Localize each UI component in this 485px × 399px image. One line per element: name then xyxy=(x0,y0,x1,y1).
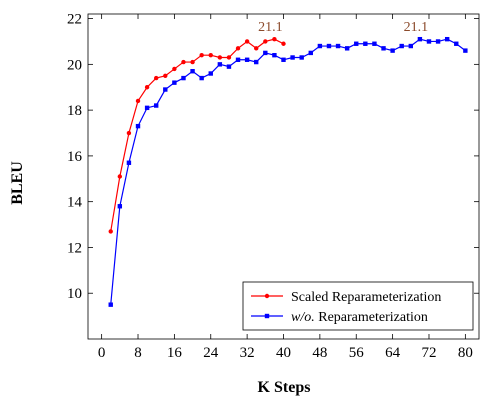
series-2-point xyxy=(135,123,141,129)
y-tick-label: 12 xyxy=(67,240,82,256)
peak-annotation: 21.1 xyxy=(258,20,283,35)
series-2-point xyxy=(444,36,450,42)
x-tick-label: 0 xyxy=(98,345,106,361)
legend-swatch-marker-2 xyxy=(264,313,270,319)
plot-area: 0 8 16 24 32 40 48 56 64 72 80 10 12 14 16 18 20 22 21.1 21… xyxy=(67,12,480,361)
series-1-point xyxy=(181,59,186,65)
y-tick-label: 20 xyxy=(67,57,82,73)
series-2-point xyxy=(381,46,386,51)
series-2-point xyxy=(435,39,441,44)
legend-swatch-marker-1 xyxy=(264,293,270,299)
series-2-point xyxy=(235,57,241,62)
series-2-point xyxy=(199,75,204,81)
x-tick-label: 40 xyxy=(276,345,291,361)
y-tick-label: 16 xyxy=(67,149,83,165)
series-1-point xyxy=(190,59,195,65)
series-2-point xyxy=(399,43,404,49)
series-line-1 xyxy=(110,38,284,232)
series-2-point xyxy=(153,103,159,108)
series-2-point xyxy=(335,43,341,49)
series-2-point xyxy=(244,57,250,62)
series-2-point xyxy=(190,69,195,74)
series-1-point xyxy=(199,52,204,58)
y-axis-title: BLEU xyxy=(9,161,26,205)
series-1-point xyxy=(244,39,250,44)
series-2-point xyxy=(344,46,350,51)
series-2-point xyxy=(372,41,377,46)
x-tick-label: 80 xyxy=(458,345,473,361)
series-1-point xyxy=(163,73,168,78)
series-2-point xyxy=(126,160,132,165)
x-tick-label: 8 xyxy=(134,345,142,361)
series-2-point xyxy=(117,204,123,209)
y-tick-label: 22 xyxy=(67,12,82,28)
series-1-point xyxy=(117,174,123,179)
x-tick-label: 64 xyxy=(385,345,401,361)
series-1-point xyxy=(208,52,213,58)
series-2-point xyxy=(163,87,168,92)
series-2-point xyxy=(281,57,286,62)
series-2-point xyxy=(417,36,423,42)
series-2-point xyxy=(426,39,432,44)
series-2-point xyxy=(354,41,359,46)
x-tick-label: 24 xyxy=(203,345,219,361)
series-2-point xyxy=(308,50,313,56)
y-tick-label: 14 xyxy=(67,195,83,211)
x-tick-label: 32 xyxy=(240,345,255,361)
peak-annotation: 21.1 xyxy=(404,20,429,35)
series-2-point xyxy=(144,105,150,111)
series-2-point xyxy=(172,80,177,85)
series-1-point xyxy=(126,130,132,136)
series-2-point xyxy=(181,75,186,81)
x-tick-label: 56 xyxy=(349,345,365,361)
x-tick-label: 48 xyxy=(312,345,327,361)
legend-label-1: Scaled Reparameterization xyxy=(291,290,441,305)
series-1-point xyxy=(217,55,223,60)
x-tick-label: 16 xyxy=(167,345,183,361)
series-2-point xyxy=(254,59,259,65)
series-2-point xyxy=(208,71,213,76)
series-line-2 xyxy=(110,38,466,305)
series-2-point xyxy=(299,55,304,60)
series-1-point xyxy=(272,36,277,42)
series-1-point xyxy=(172,66,177,72)
series-1-point xyxy=(263,39,268,44)
series-2-point xyxy=(454,41,459,46)
series-1-point xyxy=(144,85,150,90)
series-2-point xyxy=(263,50,268,56)
legend-label-2: w/o. Reparameterization xyxy=(291,310,428,325)
legend-box xyxy=(242,281,474,331)
series-2-point xyxy=(217,62,223,67)
series-1-point xyxy=(281,41,286,46)
series-2-point xyxy=(272,52,277,58)
series-1-point xyxy=(135,98,141,104)
y-tick-label: 10 xyxy=(67,286,82,302)
x-tick-label: 72 xyxy=(421,345,436,361)
series-2-point xyxy=(290,55,295,60)
series-1-point xyxy=(226,55,232,60)
y-tick-label: 18 xyxy=(67,103,82,119)
series-1-point xyxy=(108,229,113,234)
series-2-point xyxy=(408,43,414,49)
x-axis-title: K Steps xyxy=(258,379,311,396)
series-1-point xyxy=(235,46,241,51)
series-2-point xyxy=(463,48,468,53)
series-1-point xyxy=(254,46,259,51)
series-2-point xyxy=(226,64,232,69)
series-2-point xyxy=(108,302,113,307)
series-2-point xyxy=(326,43,332,49)
series-1-point xyxy=(153,75,159,81)
series-2-point xyxy=(363,41,368,46)
series-2-point xyxy=(317,43,323,49)
series-2-point xyxy=(390,48,395,53)
